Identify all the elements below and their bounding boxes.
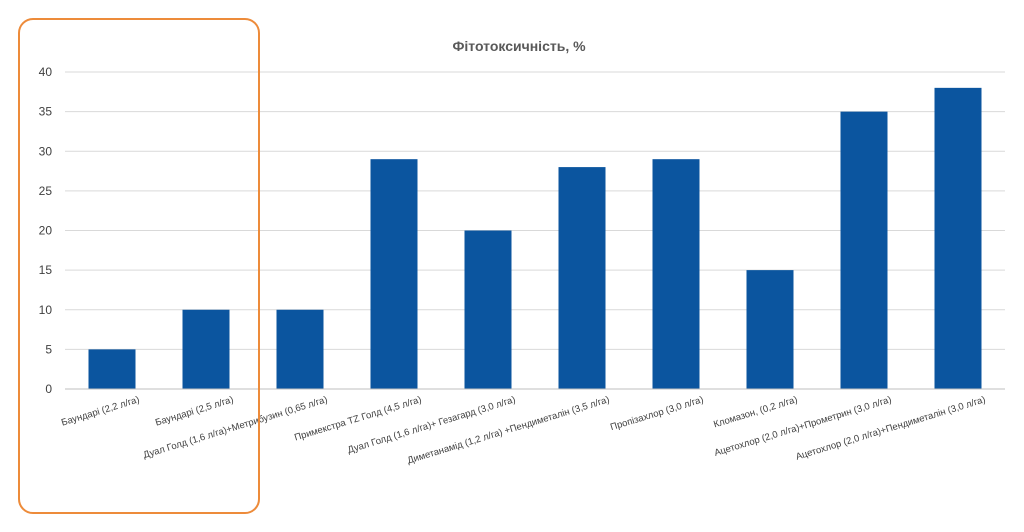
- y-tick-label: 10: [39, 303, 53, 317]
- y-tick-label: 0: [45, 382, 52, 396]
- bar: [182, 309, 230, 389]
- bar: [464, 230, 512, 389]
- x-tick-label: Дуал Голд (1,6 л/га)+ Гезагард (3,0 л/га…: [346, 394, 517, 456]
- x-tick-label: Дуал Голд (1,6 л/га)+Метрибузин (0,65 л/…: [142, 394, 329, 461]
- x-tick-label: Пропізахлор (3,0 л/га): [609, 394, 705, 433]
- y-tick-label: 20: [39, 224, 53, 238]
- highlight-box: [18, 18, 260, 514]
- bar: [558, 167, 606, 389]
- bar: [746, 270, 794, 389]
- y-tick-label: 5: [45, 342, 52, 356]
- bar: [276, 309, 324, 389]
- x-axis-labels: Баундарі (2,2 л/га) Баундарі (2,5 л/га)Ду…: [60, 394, 987, 466]
- y-tick-label: 35: [39, 105, 53, 119]
- bar: [652, 159, 700, 389]
- x-tick-label: Баундарі (2,5 л/га): [154, 394, 235, 428]
- x-tick-label: Кломазон, (0,2 л/га): [712, 394, 799, 430]
- y-tick-label: 30: [39, 144, 53, 158]
- bar: [934, 87, 982, 389]
- x-tick-label: Баундарі (2,2 л/га): [60, 394, 141, 428]
- y-tick-label: 25: [39, 184, 53, 198]
- bar: [840, 111, 888, 389]
- bar: [370, 159, 418, 389]
- bars: [88, 87, 982, 389]
- bar: [88, 349, 136, 389]
- chart-title: Фітотоксичність, %: [452, 38, 586, 54]
- y-tick-label: 15: [39, 263, 53, 277]
- y-axis-ticks: 0 5 10 15 20 25 30 35 40: [39, 65, 53, 396]
- y-tick-label: 40: [39, 65, 53, 79]
